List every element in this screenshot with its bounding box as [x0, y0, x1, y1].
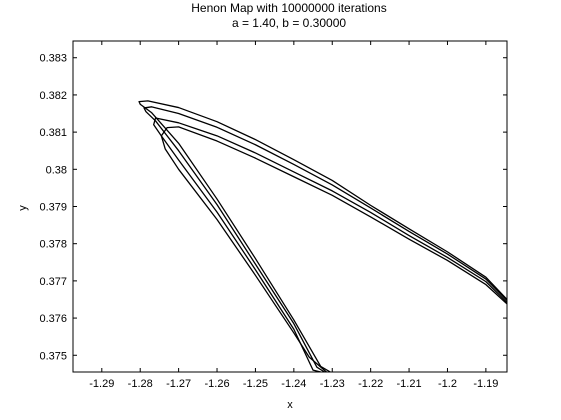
y-tick-label: 0.375 [39, 350, 67, 362]
attractor-band-4 [160, 126, 507, 372]
y-tick-label: 0.378 [39, 239, 67, 251]
y-tick-label: 0.383 [39, 53, 67, 65]
x-tick-label: -1.29 [89, 378, 114, 390]
y-tick-label: 0.376 [39, 313, 67, 325]
x-tick-label: -1.28 [128, 378, 153, 390]
attractor-band-1 [138, 100, 507, 372]
attractor-data-layer [138, 100, 507, 372]
attractor-band-3 [153, 117, 507, 372]
x-tick-label: -1.24 [281, 378, 306, 390]
chart-subtitle: a = 1.40, b = 0.30000 [232, 16, 346, 30]
x-tick-label: -1.26 [204, 378, 229, 390]
x-axis-label: x [287, 399, 293, 411]
y-tick-label: 0.382 [39, 90, 67, 102]
y-tick-label: 0.377 [39, 276, 67, 288]
y-tick-label: 0.379 [39, 202, 67, 214]
x-tick-label: -1.22 [358, 378, 383, 390]
y-tick-label: 0.38 [46, 164, 67, 176]
chart-title: Henon Map with 10000000 iterations [191, 1, 386, 15]
x-tick-label: -1.23 [320, 378, 345, 390]
attractor-band-2 [143, 106, 507, 372]
x-tick-label: -1.2 [438, 378, 457, 390]
y-axis-label: y [17, 205, 29, 211]
x-tick-label: -1.27 [166, 378, 191, 390]
y-tick-label: 0.381 [39, 127, 67, 139]
x-axis-ticks: -1.29 -1.28 -1.27 -1.26 -1.25 -1.24 -1.23 -1.22… [89, 41, 498, 390]
x-tick-label: -1.21 [397, 378, 422, 390]
x-tick-label: -1.25 [243, 378, 268, 390]
y-axis-ticks: 0.375 0.376 0.377 0.378 0.379 0.38 0.381 0.382 0… [39, 53, 507, 362]
x-tick-label: -1.19 [473, 378, 498, 390]
